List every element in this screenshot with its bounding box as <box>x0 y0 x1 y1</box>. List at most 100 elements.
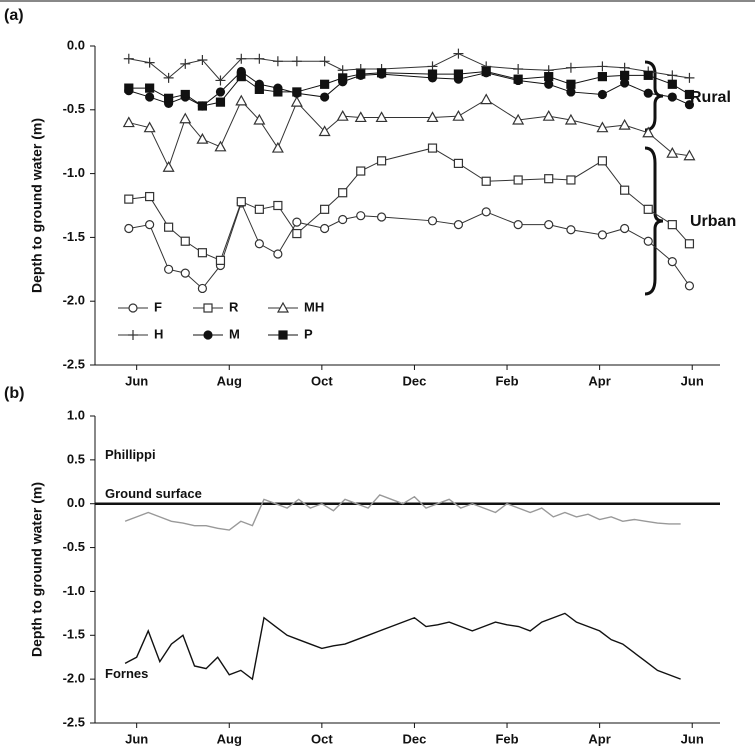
data-point <box>143 121 156 133</box>
x-tick-label: Jun <box>681 373 704 388</box>
data-point <box>354 111 367 123</box>
data-point <box>338 73 348 83</box>
legend-marker <box>203 303 213 313</box>
data-point <box>667 70 678 81</box>
data-point <box>620 223 630 234</box>
data-point <box>336 109 349 121</box>
x-tick-label: Aug <box>217 731 242 746</box>
data-point <box>338 214 348 225</box>
legend-marker <box>203 330 213 340</box>
data-point <box>236 53 247 64</box>
data-point <box>453 48 464 59</box>
x-tick-label: Apr <box>588 373 610 388</box>
data-point <box>376 212 387 222</box>
panel-label: (a) <box>4 7 24 24</box>
data-point <box>620 78 630 88</box>
x-tick-label: Oct <box>311 373 333 388</box>
data-point <box>453 158 464 168</box>
annotation: Rural <box>690 89 731 106</box>
legend-marker <box>278 330 288 340</box>
data-point <box>145 83 155 93</box>
data-point <box>272 56 283 67</box>
data-point <box>196 132 209 144</box>
data-point <box>566 225 576 235</box>
data-point <box>320 92 330 102</box>
data-point <box>427 216 438 226</box>
y-axis-label: Depth to ground water (m) <box>29 482 45 657</box>
data-point <box>356 166 366 176</box>
y-tick-label: -2.0 <box>63 671 85 686</box>
data-point <box>197 55 208 66</box>
data-point <box>513 74 523 84</box>
data-point <box>618 118 631 130</box>
data-point <box>684 72 695 83</box>
data-point <box>667 92 677 102</box>
urban-brace <box>644 146 664 296</box>
data-point <box>254 84 264 94</box>
data-point <box>544 72 554 82</box>
data-point <box>235 94 248 106</box>
data-point <box>597 72 608 82</box>
data-point <box>215 255 226 265</box>
x-tick-label: Dec <box>403 731 427 746</box>
x-tick-label: Feb <box>495 731 518 746</box>
y-tick-label: -1.5 <box>63 229 85 244</box>
data-point <box>273 200 283 211</box>
data-point <box>356 69 366 79</box>
data-point <box>453 220 464 230</box>
data-point <box>481 176 491 186</box>
data-point <box>180 89 190 100</box>
y-tick-label: -0.5 <box>63 101 85 116</box>
legend-marker <box>276 301 290 313</box>
legend-label: M <box>229 326 240 341</box>
data-point <box>513 63 524 74</box>
x-tick-label: Apr <box>588 731 610 746</box>
data-point <box>620 185 630 195</box>
x-tick-label: Oct <box>311 731 333 746</box>
data-point <box>124 194 134 204</box>
data-point <box>481 66 491 77</box>
data-point <box>320 223 330 234</box>
legend-marker <box>128 303 138 313</box>
legend-label: R <box>229 299 239 314</box>
data-point <box>683 149 696 161</box>
data-point <box>197 283 208 294</box>
data-point <box>124 223 134 234</box>
y-tick-label: -2.5 <box>63 356 85 371</box>
y-tick-label: 0.5 <box>67 451 85 466</box>
data-point <box>544 174 554 184</box>
series-line <box>128 201 690 290</box>
data-point <box>197 101 208 111</box>
data-point <box>597 230 608 240</box>
data-point <box>667 220 677 230</box>
data-point <box>426 111 439 123</box>
data-point <box>597 89 608 100</box>
data-point <box>596 121 609 133</box>
data-point <box>597 156 608 166</box>
data-point <box>566 175 576 185</box>
legend-label: H <box>154 326 163 341</box>
data-point <box>643 236 653 246</box>
data-point <box>290 95 303 107</box>
data-point <box>122 116 135 128</box>
data-point <box>214 140 227 152</box>
data-point <box>236 72 246 82</box>
data-point <box>254 204 264 214</box>
y-axis-label: Depth to ground water (m) <box>29 118 45 293</box>
data-point <box>124 83 134 93</box>
series-label: Fornes <box>105 666 148 681</box>
y-tick-label: -0.5 <box>63 539 85 554</box>
data-point <box>427 69 438 79</box>
data-point <box>254 239 264 249</box>
series-line <box>124 612 681 681</box>
data-point <box>292 217 302 227</box>
x-tick-label: Jun <box>125 373 148 388</box>
data-point <box>179 112 192 124</box>
data-point <box>318 125 331 137</box>
ground-surface-label: Ground surface <box>105 486 202 501</box>
data-point <box>145 92 155 102</box>
data-point <box>236 197 246 207</box>
y-tick-label: 0.0 <box>67 495 85 510</box>
data-point <box>453 69 464 79</box>
y-tick-label: 0.0 <box>67 37 85 52</box>
